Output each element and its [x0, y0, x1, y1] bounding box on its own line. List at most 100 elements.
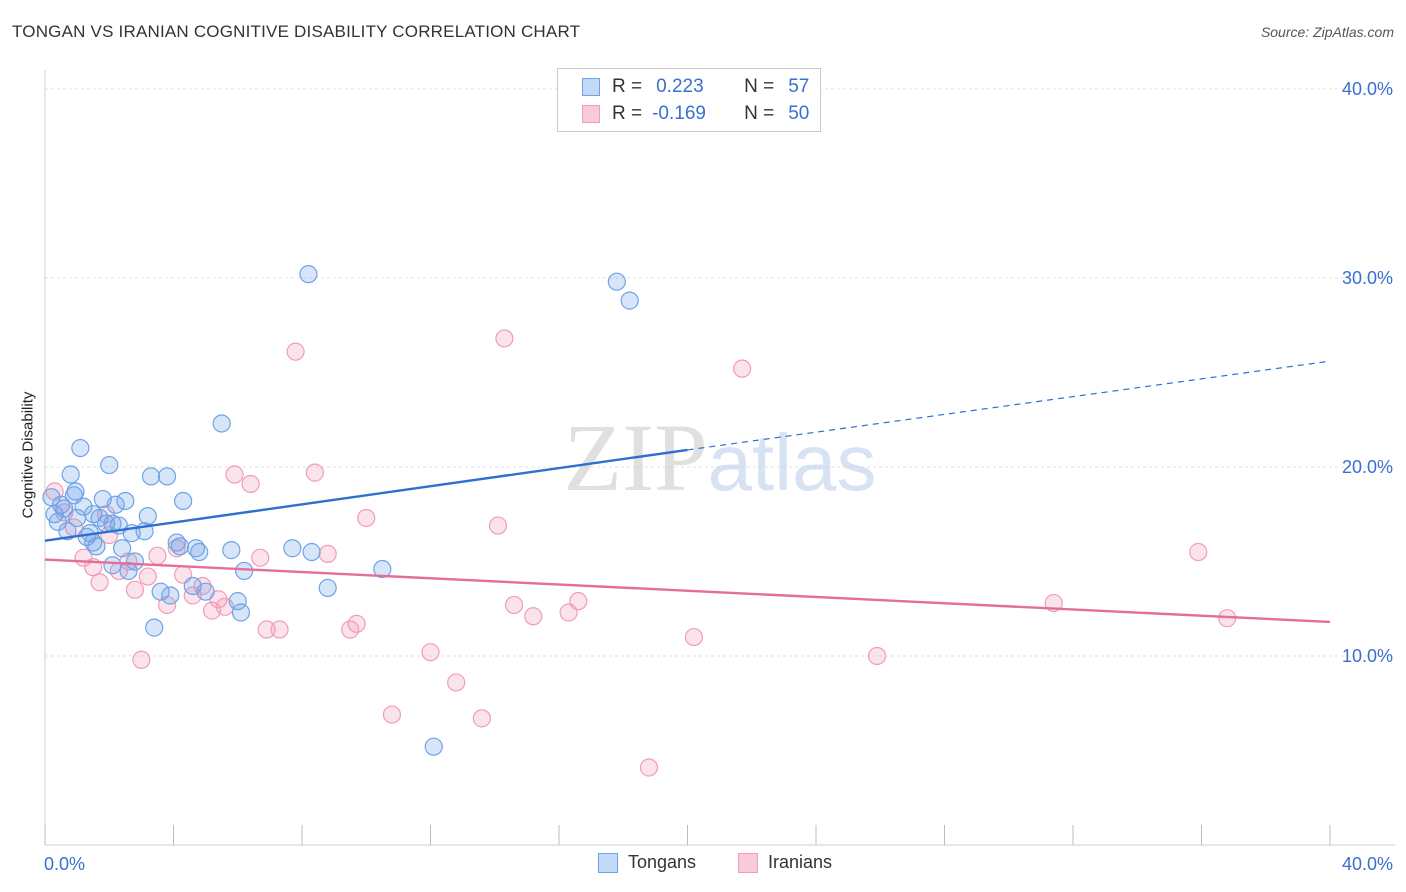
data-point-iranians — [1189, 542, 1208, 562]
data-point-tongans — [61, 465, 80, 484]
data-point-tongans — [620, 291, 639, 310]
data-point-iranians — [421, 643, 440, 662]
legend-swatch-iranians — [738, 852, 758, 873]
data-point-iranians — [488, 516, 508, 535]
y-tick-label: 10.0% — [1342, 646, 1393, 666]
data-point-iranians — [382, 705, 402, 724]
gridlines — [45, 88, 1395, 657]
data-point-tongans — [302, 542, 321, 562]
legend-swatch-tongans — [598, 852, 618, 873]
data-point-tongans — [66, 482, 85, 501]
data-point-iranians — [251, 548, 270, 567]
data-point-tongans — [125, 552, 145, 571]
data-point-tongans — [174, 491, 193, 511]
data-point-tongans — [299, 265, 318, 284]
trend-line-tongans — [44, 448, 688, 542]
data-point-iranians — [241, 474, 260, 494]
data-point-tongans — [74, 497, 93, 516]
y-tick-label: 40.0% — [1342, 79, 1393, 99]
x-tick-label: 40.0% — [1342, 854, 1393, 874]
watermark-atlas: atlas — [708, 418, 877, 507]
data-point-iranians — [347, 614, 366, 633]
data-point-tongans — [119, 561, 138, 581]
data-point-iranians — [167, 539, 186, 558]
data-point-iranians — [569, 592, 588, 611]
n-value: 57 — [788, 76, 810, 97]
data-point-iranians — [148, 546, 167, 565]
data-point-tongans — [157, 467, 177, 486]
watermark: ZIPatlas — [564, 404, 877, 511]
data-point-tongans — [112, 539, 132, 558]
series-tongans — [42, 265, 639, 756]
data-point-tongans — [161, 586, 180, 605]
data-point-tongans — [228, 592, 247, 611]
trend-line-iranians — [44, 558, 1331, 624]
data-point-tongans — [190, 542, 209, 562]
legend-swatch-iranians — [582, 105, 600, 123]
data-point-tongans — [145, 618, 164, 637]
legend-row-tongans: R = 0.223 N = 57 — [582, 74, 809, 100]
data-point-iranians — [318, 544, 337, 564]
n-label: N = — [744, 103, 775, 124]
trend-lines — [44, 360, 1331, 624]
tick-labels: 10.0% 20.0% 30.0% 40.0% 0.0% 40.0% — [44, 79, 1393, 874]
data-point-iranians — [524, 607, 543, 626]
x-tick-label: 0.0% — [44, 854, 85, 874]
data-point-iranians — [504, 595, 524, 615]
data-point-tongans — [116, 491, 135, 511]
n-label: N = — [744, 76, 775, 97]
data-point-iranians — [472, 709, 491, 728]
data-point-tongans — [235, 561, 254, 581]
trend-line-tongans-extension — [687, 360, 1331, 451]
data-point-tongans — [424, 737, 443, 756]
r-label: R = — [612, 76, 643, 97]
r-value: -0.169 — [652, 103, 706, 124]
source-label: Source: ZipAtlas.com — [1260, 24, 1394, 40]
data-point-iranians — [639, 758, 659, 777]
series-iranians — [45, 329, 1237, 777]
data-point-tongans — [212, 414, 231, 433]
r-label: R = — [612, 103, 643, 124]
data-point-tongans — [222, 541, 241, 560]
axes — [44, 70, 1395, 846]
data-point-tongans — [170, 537, 190, 556]
legend-swatch-tongans — [582, 78, 600, 96]
data-point-tongans — [141, 467, 161, 486]
data-point-tongans — [100, 455, 119, 475]
data-point-iranians — [193, 576, 212, 596]
data-point-tongans — [231, 603, 251, 622]
data-point-iranians — [257, 620, 276, 639]
data-point-iranians — [733, 359, 752, 378]
data-point-tongans — [318, 578, 337, 598]
data-point-tongans — [71, 438, 90, 458]
data-point-iranians — [447, 673, 466, 692]
data-point-tongans — [283, 539, 302, 558]
data-point-tongans — [84, 533, 103, 552]
legend-label-tongans: Tongans — [628, 852, 697, 872]
data-point-iranians — [125, 580, 145, 599]
data-point-iranians — [684, 627, 704, 647]
legend-item-tongans: Tongans — [598, 852, 696, 873]
data-point-tongans — [151, 582, 170, 601]
legend-label-iranians: Iranians — [768, 852, 833, 872]
data-point-tongans — [373, 559, 392, 579]
data-point-iranians — [495, 329, 514, 348]
data-point-tongans — [138, 506, 157, 526]
data-point-iranians — [270, 620, 289, 639]
correlation-legend: R = 0.223 N = 57 R = -0.169 N = 50 — [557, 68, 821, 132]
y-tick-label: 30.0% — [1342, 268, 1393, 288]
data-point-iranians — [867, 646, 887, 666]
chart-title: TONGAN VS IRANIAN COGNITIVE DISABILITY C… — [12, 22, 581, 41]
data-point-iranians — [286, 342, 305, 361]
data-point-iranians — [90, 573, 109, 592]
n-value: 50 — [788, 103, 810, 124]
data-point-tongans — [58, 522, 77, 541]
data-point-iranians — [225, 465, 244, 484]
data-point-iranians — [138, 567, 157, 586]
data-point-iranians — [305, 463, 324, 482]
legend-row-iranians: R = -0.169 N = 50 — [582, 101, 809, 127]
data-point-tongans — [196, 582, 215, 601]
data-point-iranians — [357, 508, 376, 528]
legend-item-iranians: Iranians — [738, 852, 832, 873]
